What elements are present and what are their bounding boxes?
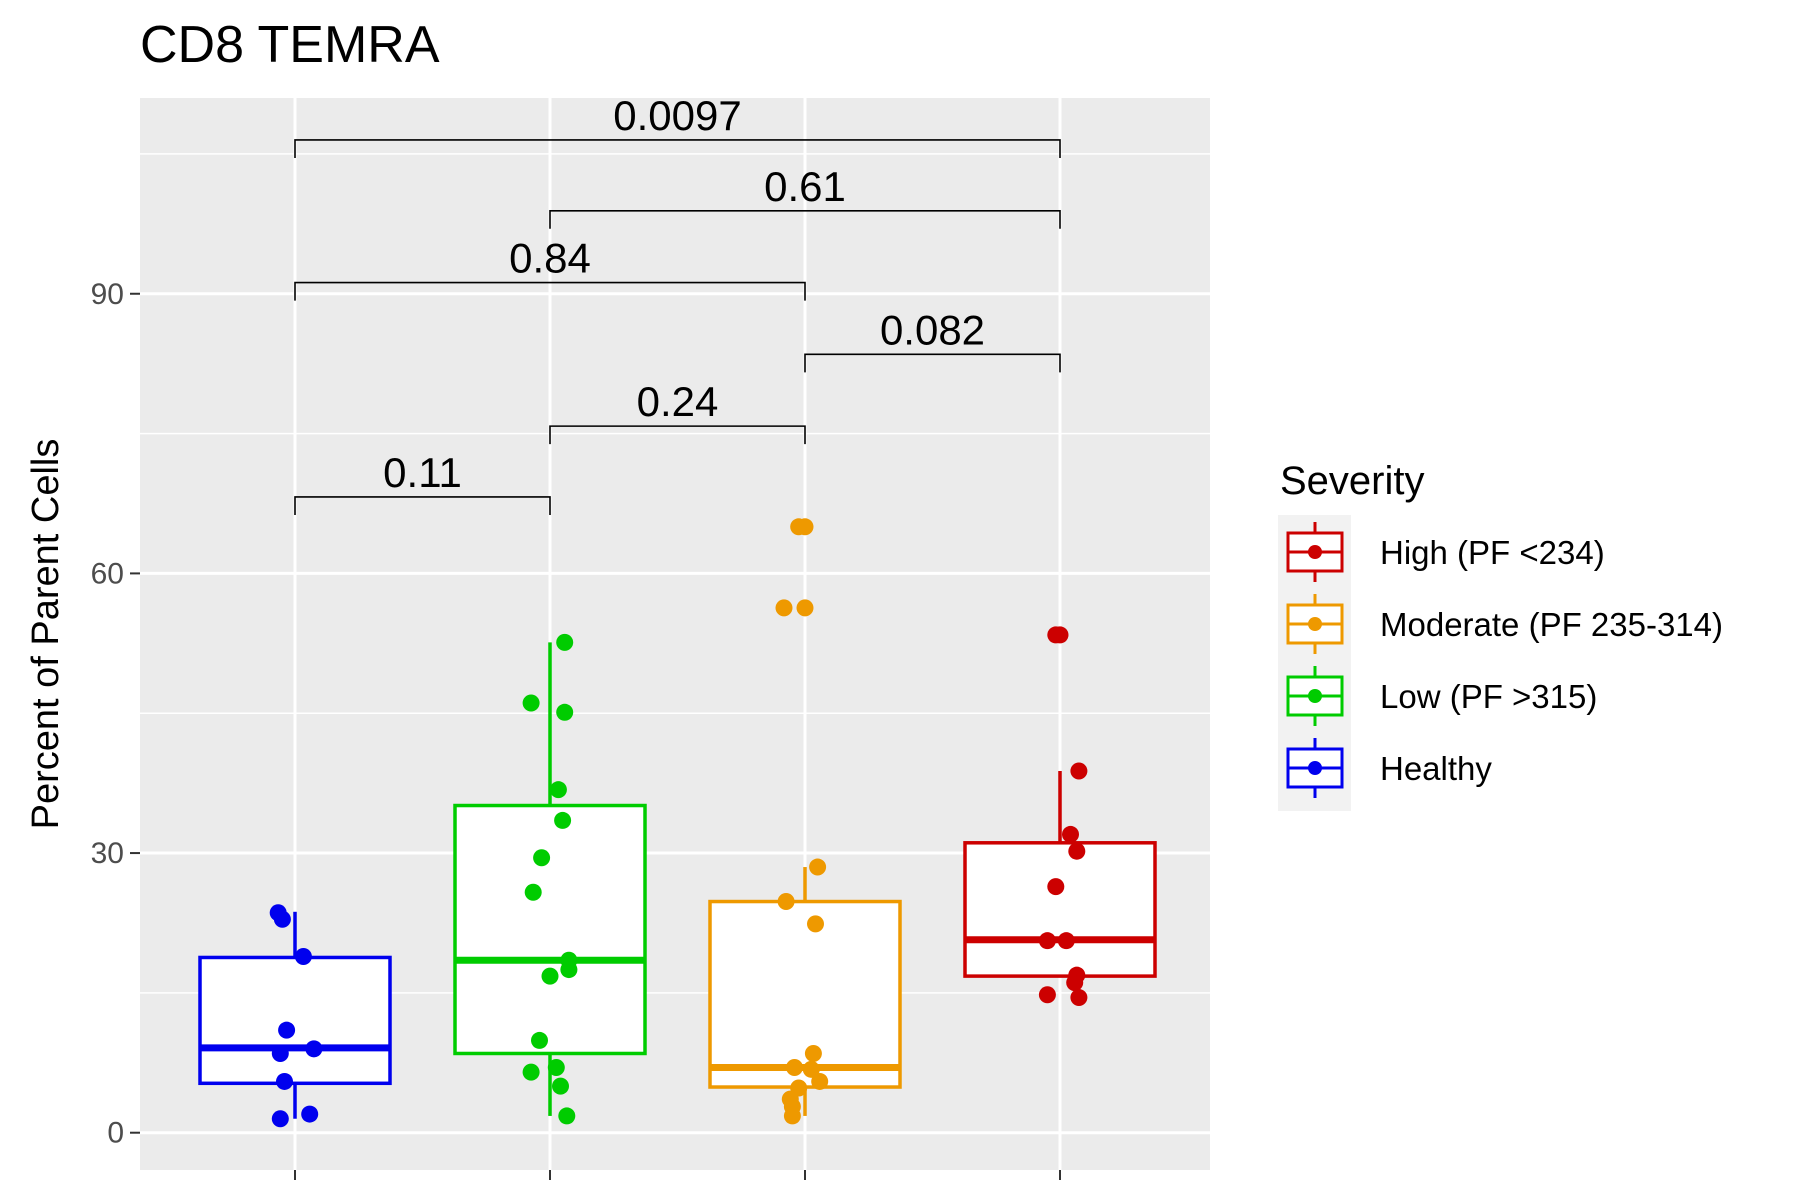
comparison-bracket: 0.0097 [294,92,1061,158]
data-point [556,703,574,721]
p-value-label: 0.61 [764,163,846,210]
data-point [271,1044,289,1062]
data-point [1062,825,1079,843]
p-value-label: 0.24 [637,378,719,425]
data-point [549,781,567,799]
chart-title: CD8 TEMRA [140,16,440,74]
p-value-label: 0.0097 [613,92,741,139]
data-point [809,858,827,876]
comparison-bracket: 0.082 [804,306,1061,373]
data-point [273,910,291,928]
legend-title: Severity [1280,459,1425,503]
comparison-bracket: 0.11 [294,449,551,515]
p-value-label: 0.11 [383,449,462,496]
data-point [541,967,559,985]
legend-label: Healthy [1380,750,1492,787]
box-moderate-pf-235-314 [708,867,902,1116]
bracket-line [294,139,1061,158]
box-layer [198,642,1157,1119]
y-tick-label: 90 [91,278,124,311]
data-point [777,893,795,911]
interquartile-box [198,955,392,1086]
point-layer [269,518,1088,1128]
data-point [1038,986,1056,1004]
bracket-line [549,425,806,445]
data-point [522,1063,540,1081]
data-point [807,915,824,933]
comparison-bracket: 0.24 [549,378,806,445]
y-tick-label: 30 [91,837,124,870]
data-point [294,948,312,966]
data-point [305,1040,323,1058]
legend-entry: Low (PF >315) [1286,666,1597,726]
data-point [1066,974,1084,992]
legend-key-point [1308,545,1322,559]
legend-entries: High (PF <234) Moderate (PF 235-314) Low (… [1286,522,1723,798]
data-point [1047,878,1065,896]
data-point [554,811,572,829]
bracket-line [804,353,1061,373]
data-point [804,1044,822,1062]
bracket-line [549,209,1061,229]
legend-label: Low (PF >315) [1380,678,1597,715]
y-axis: 0 30 60 90 [91,278,140,1150]
data-point [1057,932,1075,950]
y-tick-label: 0 [107,1117,124,1150]
data-point [560,961,578,979]
data-point [1068,842,1086,860]
data-point [552,1077,569,1095]
legend-entry: Healthy [1286,738,1492,798]
data-point [271,1110,289,1128]
data-point [1070,989,1088,1007]
box-high-pf-234 [963,771,1157,978]
data-point [558,1107,576,1125]
comparison-bracket: 0.61 [549,163,1061,229]
interquartile-box [453,803,647,1056]
data-point [1070,762,1088,780]
bracket-line [294,496,551,515]
bracket-line [294,281,806,301]
y-tick-label: 60 [91,557,124,590]
interquartile-box [708,899,902,1089]
data-point [796,518,814,536]
data-point [811,1072,829,1090]
data-point [278,1021,296,1039]
interquartile-box [963,841,1157,978]
x-axis [294,1170,1061,1180]
box-healthy [198,911,392,1119]
p-value-label: 0.082 [880,306,985,353]
legend-key-point [1308,689,1322,703]
legend-entry: Moderate (PF 235-314) [1286,594,1723,654]
significance-brackets: 0.11 0.24 0.082 0.84 0.61 0.0097 [294,92,1061,515]
legend-entry: High (PF <234) [1286,522,1605,582]
data-point [783,1107,801,1125]
data-point [524,883,542,901]
data-point [531,1031,548,1049]
data-point [276,1072,293,1090]
y-axis-title: Percent of Parent Cells [25,439,67,830]
data-point [556,633,574,651]
data-point [796,599,814,617]
data-point [547,1058,565,1076]
data-point [786,1058,803,1076]
data-point [1051,626,1069,644]
data-point [522,694,540,712]
data-point [301,1105,319,1123]
data-point [1038,932,1056,950]
box-low-pf-315 [453,642,647,1116]
data-point [802,1060,820,1078]
p-value-label: 0.84 [509,235,591,282]
legend: Severity High (PF <234) Moderate (PF 235-… [1278,459,1723,811]
data-point [533,849,551,867]
legend-label: High (PF <234) [1380,534,1605,571]
legend-label: Moderate (PF 235-314) [1380,606,1723,643]
legend-key-point [1308,617,1322,631]
legend-key-point [1308,761,1322,775]
data-point [775,599,793,617]
comparison-bracket: 0.84 [294,235,806,301]
